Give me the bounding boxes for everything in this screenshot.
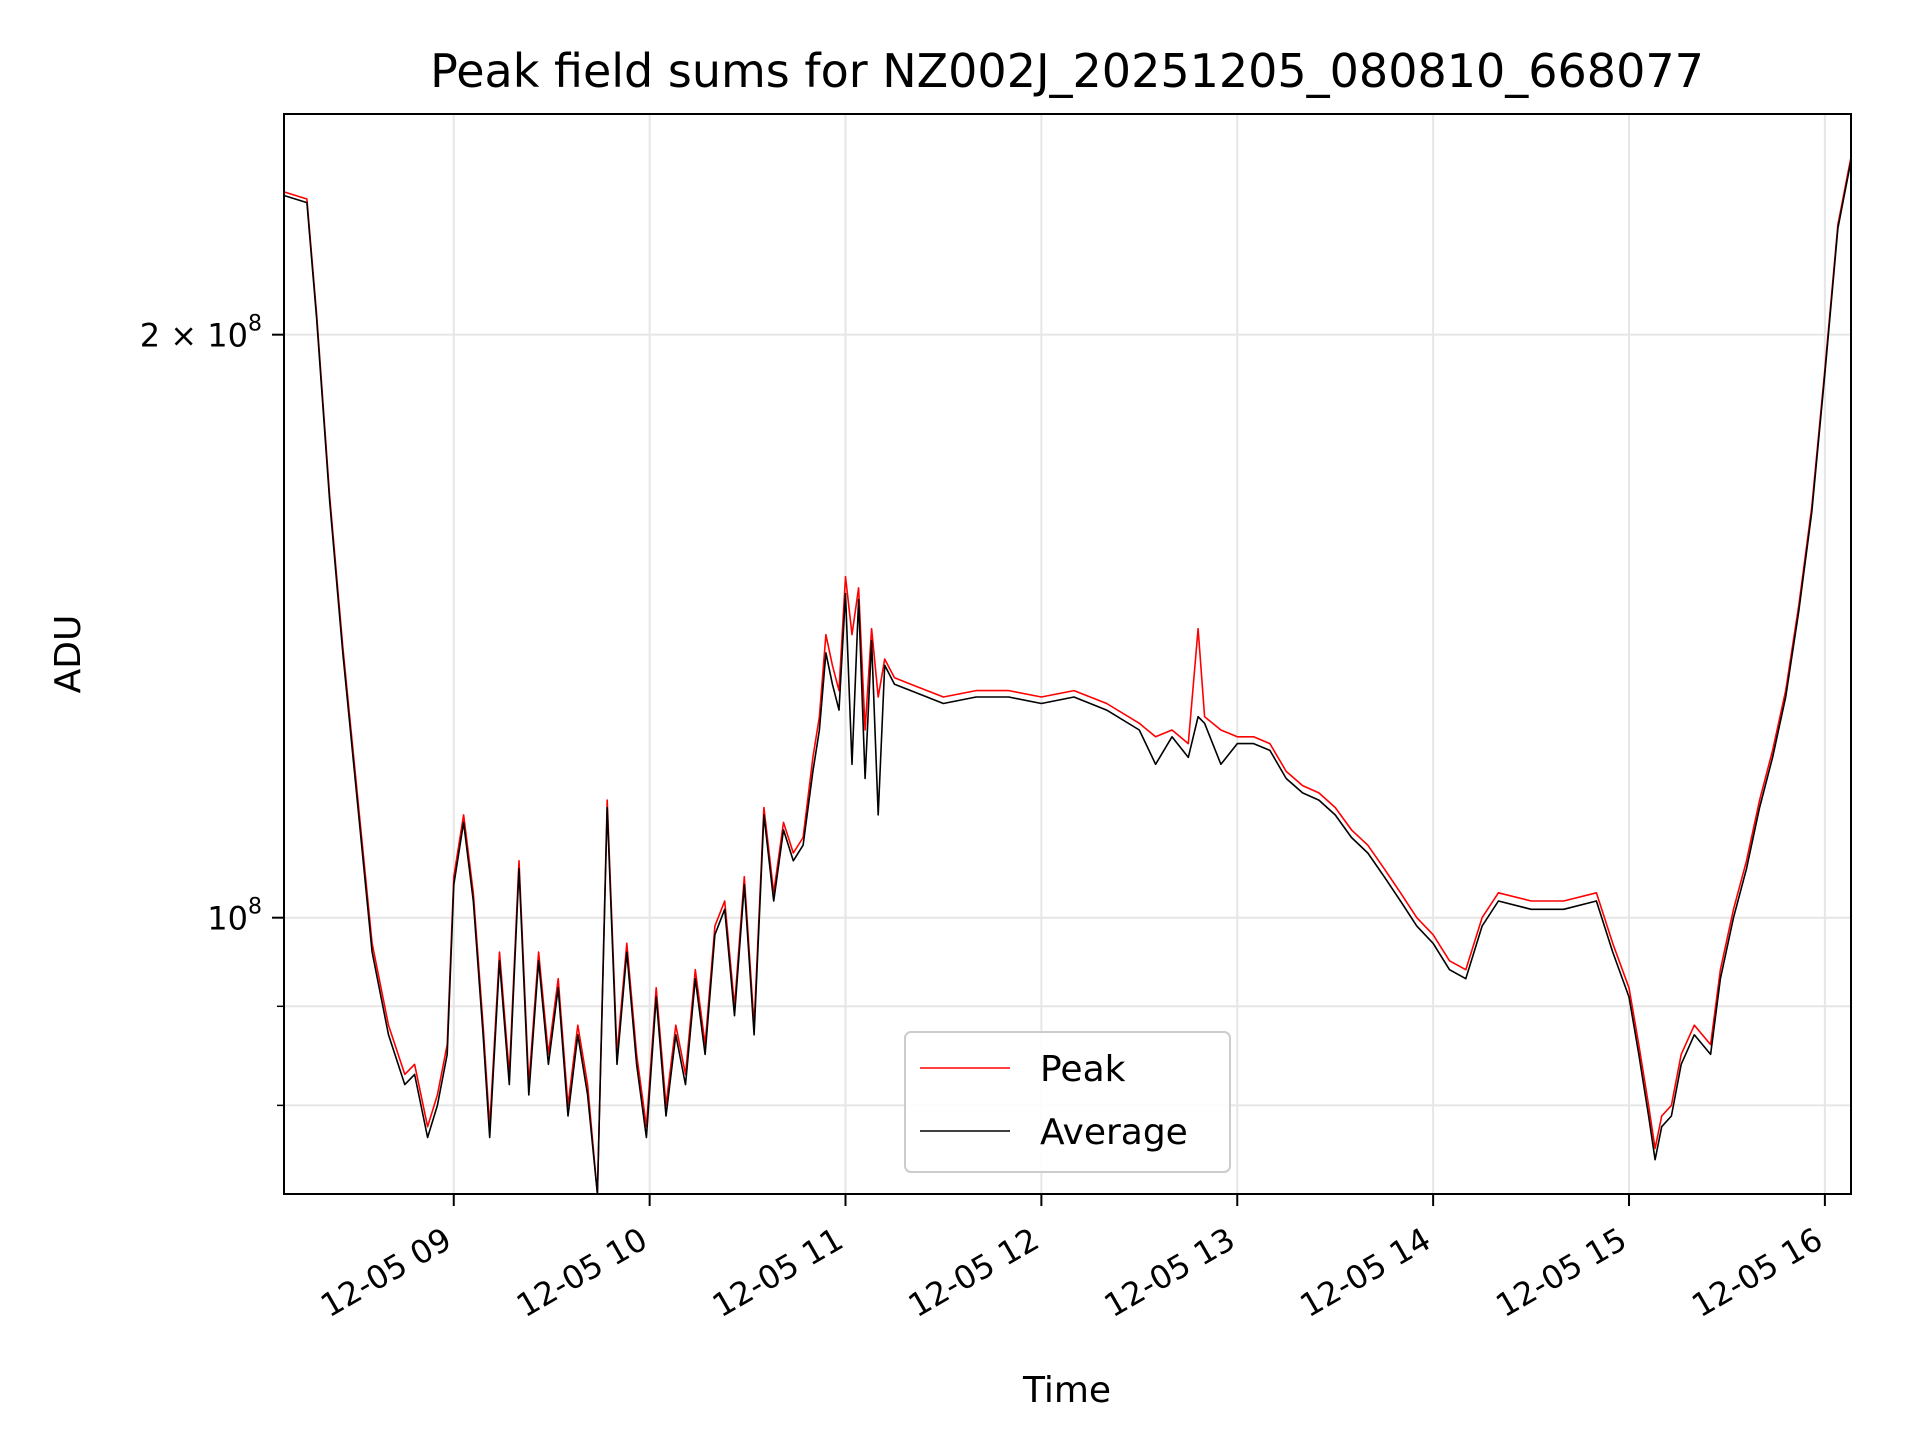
y-tick-base: 2 × 10 [140, 317, 248, 355]
legend-box [904, 1031, 1231, 1173]
plot-frame [283, 113, 1852, 1195]
y-tick-base: 10 [207, 900, 248, 938]
legend-label-average: Average [1040, 1112, 1188, 1153]
y-axis-label: ADU [48, 615, 89, 694]
y-tick-label: 108 [207, 895, 262, 938]
legend: Peak Average [904, 1031, 1231, 1173]
y-tick-exponent: 8 [248, 895, 262, 920]
x-axis-label: Time [1022, 1370, 1111, 1411]
y-tick-exponent: 8 [248, 312, 262, 337]
y-tick-label: 2 × 108 [140, 312, 262, 355]
legend-label-peak: Peak [1040, 1049, 1126, 1090]
chart-title: Peak field sums for NZ002J_20251205_0808… [430, 44, 1704, 98]
series-lines [283, 156, 1852, 1195]
series-line-average [283, 160, 1852, 1195]
